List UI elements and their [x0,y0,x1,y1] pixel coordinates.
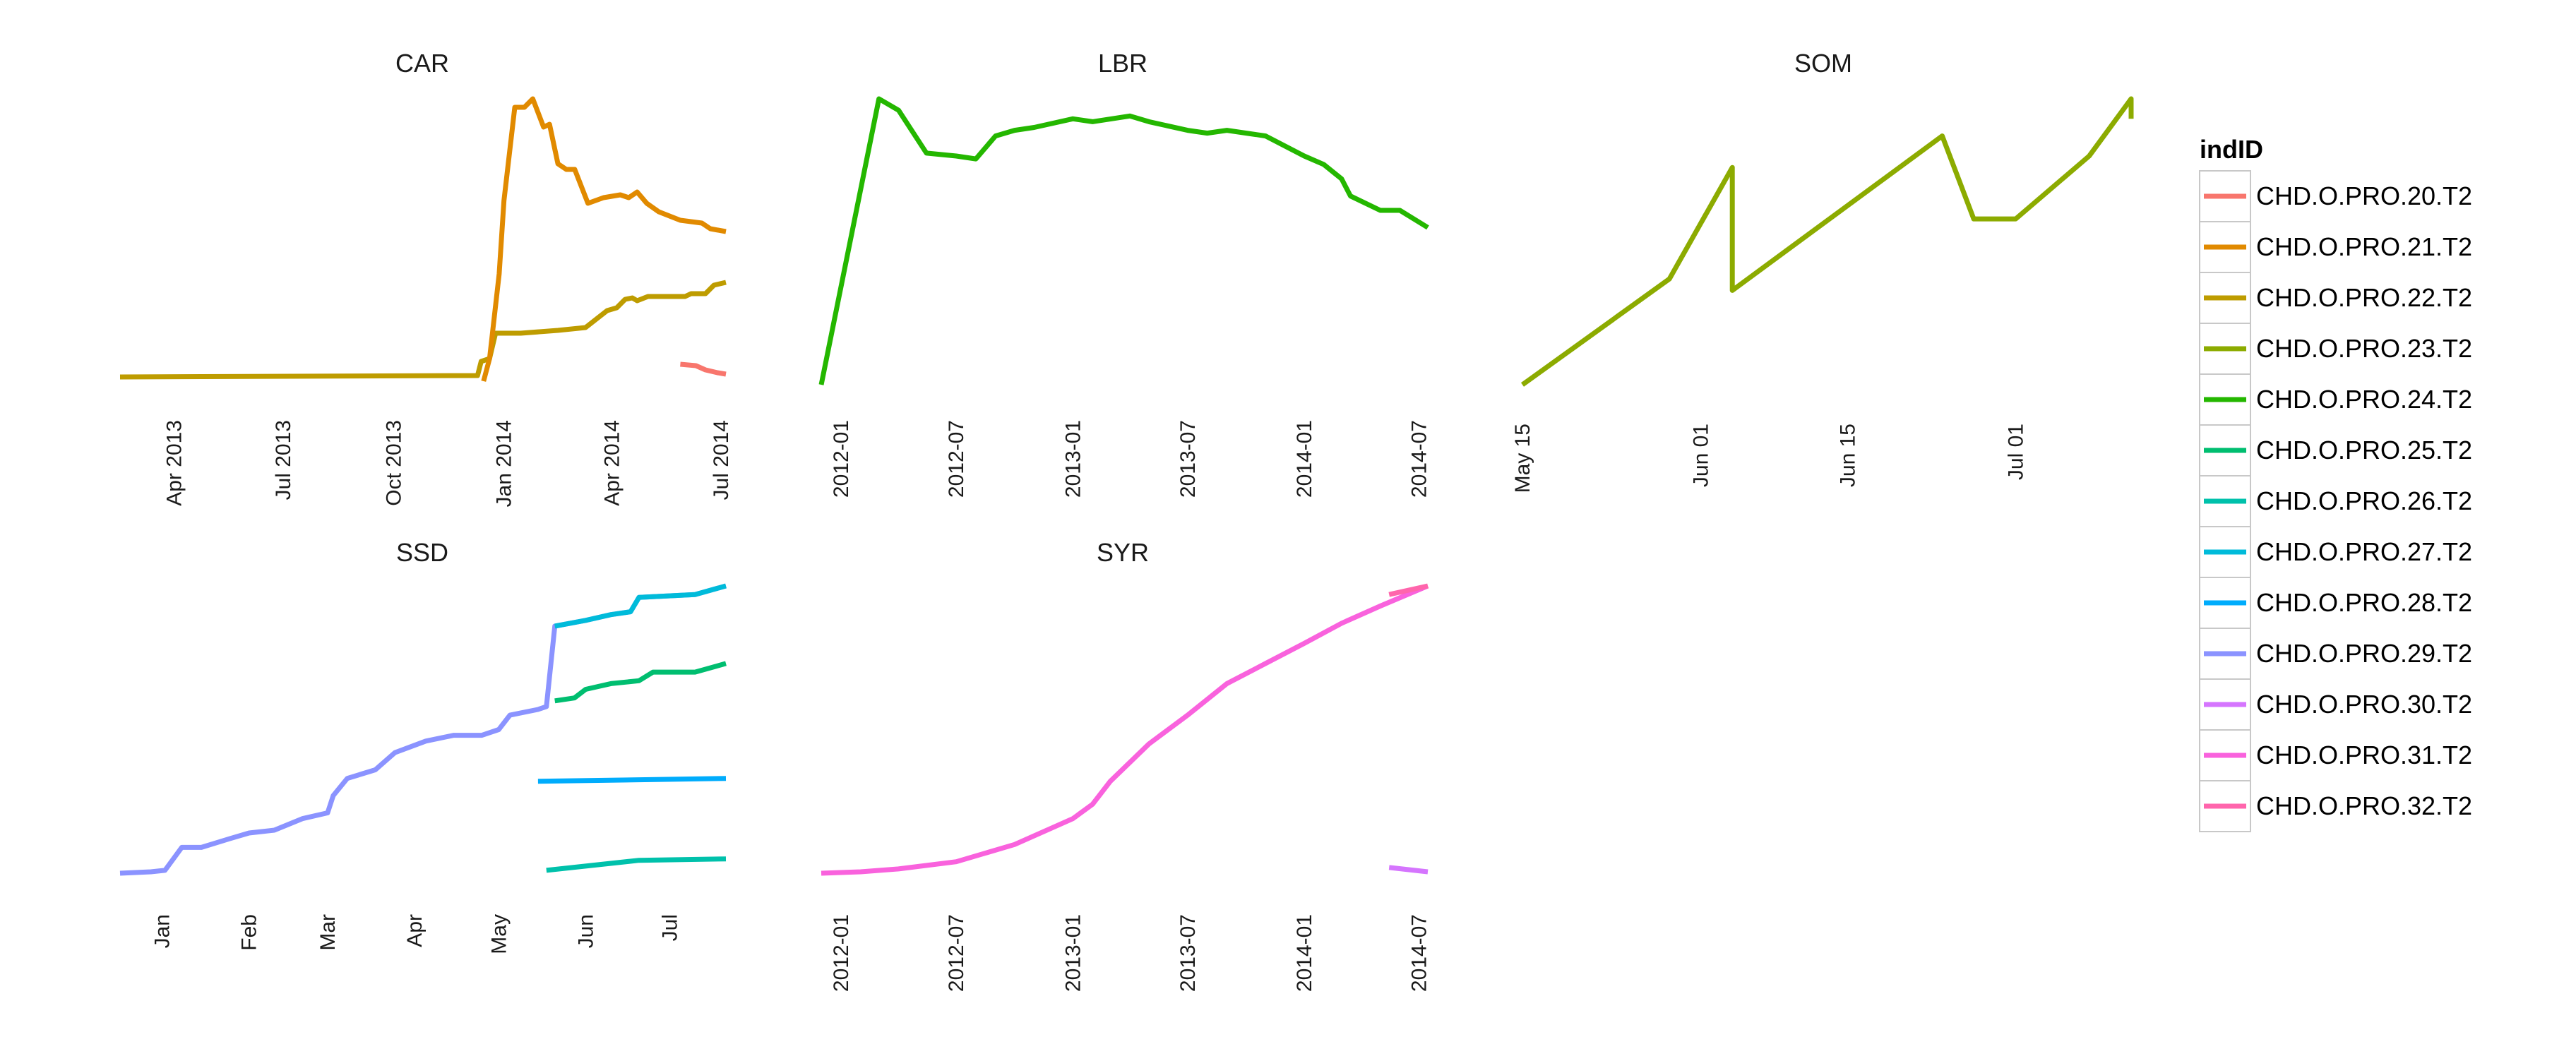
x-tick-label: 2012-01 [830,914,853,992]
legend-label: CHD.O.PRO.30.T2 [2256,690,2472,719]
series-line-chd-o-pro-25-t2 [554,661,727,704]
series-line-chd-o-pro-23-t2 [1520,96,2134,387]
x-tick-label: Mar [316,914,340,951]
x-tick-label: Jan 2014 [493,420,516,507]
series-line-chd-o-pro-32-t2 [1388,583,1429,597]
series-line-chd-o-pro-21-t2 [481,96,727,382]
legend-item: CHD.O.PRO.31.T2 [2199,729,2472,781]
legend-item: CHD.O.PRO.24.T2 [2199,373,2472,426]
x-tick-label: Apr 2014 [601,420,624,506]
x-tick-label: May 15 [1511,424,1534,493]
x-tick-label: Jan [151,914,174,948]
x-tick-label: 2012-01 [830,420,853,498]
facet-title: SSD [396,538,448,567]
x-tick-label: 2014-01 [1293,420,1316,498]
series-line-chd-o-pro-20-t2 [680,361,727,377]
legend-label: CHD.O.PRO.24.T2 [2256,385,2472,414]
x-tick-label: 2013-07 [1176,914,1200,992]
x-tick-label: Jun 15 [1837,424,1860,487]
x-tick-label: May [487,914,511,954]
x-tick-label: 2014-01 [1293,914,1316,992]
x-tick-label: 2014-07 [1407,914,1431,992]
series-line-chd-o-pro-27-t2 [554,583,727,629]
series-line-chd-o-pro-30-t2 [1388,865,1429,875]
x-tick-label: Oct 2013 [382,420,405,506]
x-tick-label: Apr [403,914,427,947]
legend-label: CHD.O.PRO.22.T2 [2256,283,2472,312]
facet-syr: SYR 2012-01 2012-07 2013-01 2013-07 2014-01 20… [821,538,1431,992]
legend-item: CHD.O.PRO.21.T2 [2199,221,2472,273]
facet-ssd: SSD Jan Feb Mar Apr May Jun Jul [119,538,727,954]
facet-car: CAR Apr 2013 Jul 2013 Oct 2013 Jan 2014 Apr 2… [119,49,733,507]
legend-item: CHD.O.PRO.32.T2 [2199,780,2472,832]
facet-som: SOM May 15 Jun 01 Jun 15 Jul 01 [1511,49,2134,493]
x-tick-label: 2012-07 [945,420,968,498]
legend-label: CHD.O.PRO.26.T2 [2256,486,2472,515]
x-tick-label: Jul 2013 [272,420,295,500]
x-tick-label: Apr 2013 [162,420,186,506]
legend-item: CHD.O.PRO.28.T2 [2199,577,2472,629]
x-tick-label: 2013-01 [1061,914,1085,992]
legend-title: indID [2200,135,2263,164]
legend-label: CHD.O.PRO.21.T2 [2256,232,2472,261]
legend-label: CHD.O.PRO.29.T2 [2256,639,2472,668]
series-line-chd-o-pro-26-t2 [546,856,727,873]
x-tick-label: 2014-07 [1407,420,1431,498]
legend-item: CHD.O.PRO.23.T2 [2199,323,2472,375]
x-tick-label: 2012-07 [945,914,968,992]
legend-item: CHD.O.PRO.27.T2 [2199,526,2472,578]
facet-title: LBR [1098,49,1147,78]
legend-label: CHD.O.PRO.20.T2 [2256,181,2472,210]
legend-label: CHD.O.PRO.32.T2 [2256,791,2472,820]
facet-title: CAR [395,49,449,78]
facet-lbr: LBR 2012-01 2012-07 2013-01 2013-07 2014-01 20… [818,49,1431,498]
facet-title: SOM [1794,49,1852,78]
facet-title: SYR [1097,538,1149,567]
series-line-chd-o-pro-29-t2 [119,583,727,876]
legend: indID CHD.O.PRO.20.T2 CHD.O.PRO.21.T2 CHD.O… [2199,135,2472,832]
x-tick-label: Jul 2014 [710,420,733,500]
legend-item: CHD.O.PRO.20.T2 [2199,170,2472,222]
x-tick-label: Jul 01 [2005,424,2028,480]
legend-item: CHD.O.PRO.29.T2 [2199,628,2472,680]
legend-item: CHD.O.PRO.26.T2 [2199,475,2472,527]
legend-label: CHD.O.PRO.27.T2 [2256,537,2472,566]
series-line-chd-o-pro-31-t2 [821,583,1429,876]
legend-item: CHD.O.PRO.30.T2 [2199,678,2472,731]
legend-item: CHD.O.PRO.25.T2 [2199,424,2472,476]
legend-label: CHD.O.PRO.31.T2 [2256,741,2472,769]
x-tick-label: Jun [574,914,597,948]
series-line-chd-o-pro-28-t2 [537,776,727,784]
legend-label: CHD.O.PRO.23.T2 [2256,334,2472,363]
series-line-chd-o-pro-22-t2 [119,280,727,380]
x-tick-label: 2013-07 [1176,420,1200,498]
x-tick-label: Feb [238,914,261,951]
legend-label: CHD.O.PRO.25.T2 [2256,436,2472,464]
series-line-chd-o-pro-24-t2 [818,96,1429,385]
legend-item: CHD.O.PRO.22.T2 [2199,272,2472,324]
x-tick-label: 2013-01 [1061,420,1085,498]
x-tick-label: Jul [659,914,682,941]
legend-label: CHD.O.PRO.28.T2 [2256,588,2472,617]
x-tick-label: Jun 01 [1690,424,1713,487]
